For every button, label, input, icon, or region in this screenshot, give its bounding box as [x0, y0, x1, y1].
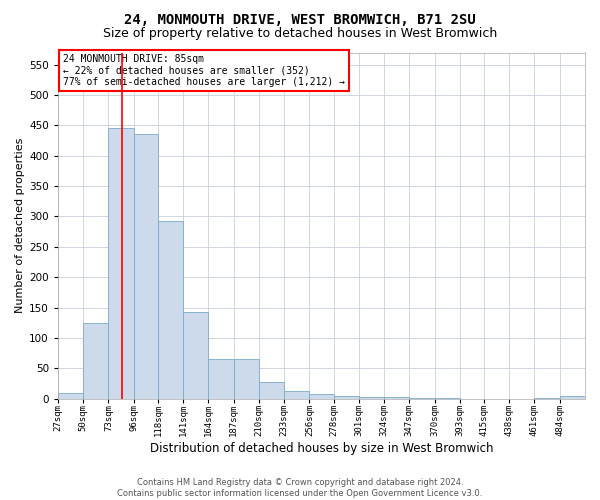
- Bar: [284, 390, 310, 398]
- Bar: [334, 396, 359, 398]
- Bar: [560, 396, 585, 398]
- Bar: [259, 382, 284, 398]
- Bar: [158, 220, 183, 398]
- Bar: [359, 397, 384, 398]
- Bar: [208, 359, 233, 399]
- Text: Size of property relative to detached houses in West Bromwich: Size of property relative to detached ho…: [103, 28, 497, 40]
- Bar: [233, 359, 259, 399]
- Bar: [58, 392, 83, 398]
- Text: 24, MONMOUTH DRIVE, WEST BROMWICH, B71 2SU: 24, MONMOUTH DRIVE, WEST BROMWICH, B71 2…: [124, 12, 476, 26]
- Bar: [183, 312, 208, 398]
- Bar: [310, 394, 334, 398]
- Text: Contains HM Land Registry data © Crown copyright and database right 2024.
Contai: Contains HM Land Registry data © Crown c…: [118, 478, 482, 498]
- Text: 24 MONMOUTH DRIVE: 85sqm
← 22% of detached houses are smaller (352)
77% of semi-: 24 MONMOUTH DRIVE: 85sqm ← 22% of detach…: [63, 54, 345, 88]
- X-axis label: Distribution of detached houses by size in West Bromwich: Distribution of detached houses by size …: [150, 442, 493, 455]
- Bar: [109, 128, 134, 398]
- Y-axis label: Number of detached properties: Number of detached properties: [15, 138, 25, 314]
- Bar: [134, 134, 158, 398]
- Bar: [83, 322, 109, 398]
